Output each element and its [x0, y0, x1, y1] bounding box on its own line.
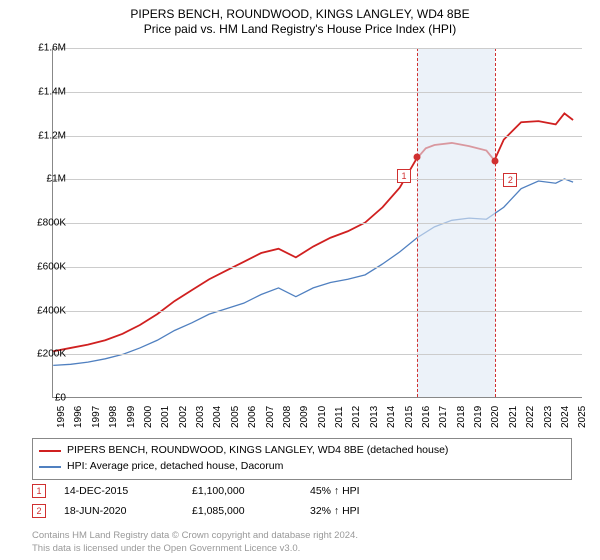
sale-row: 2 18-JUN-2020 £1,085,000 32% ↑ HPI — [32, 504, 572, 518]
y-axis-label: £400K — [16, 305, 66, 316]
sale-delta: 32% ↑ HPI — [310, 505, 410, 517]
legend-label: PIPERS BENCH, ROUNDWOOD, KINGS LANGLEY, … — [67, 443, 448, 459]
x-axis-label: 2016 — [421, 406, 432, 428]
marker-label-box: 1 — [397, 169, 411, 183]
legend-swatch — [39, 450, 61, 452]
x-axis-label: 2019 — [473, 406, 484, 428]
x-axis-label: 2025 — [577, 406, 588, 428]
chart-title: PIPERS BENCH, ROUNDWOOD, KINGS LANGLEY, … — [0, 0, 600, 22]
x-axis-label: 1999 — [126, 406, 137, 428]
chart-plot-area: 12 — [52, 48, 582, 398]
gridline — [53, 223, 582, 224]
attribution-text: Contains HM Land Registry data © Crown c… — [32, 530, 358, 555]
x-axis-label: 1997 — [91, 406, 102, 428]
legend-swatch — [39, 466, 61, 468]
x-axis-label: 2021 — [508, 406, 519, 428]
gridline — [53, 136, 582, 137]
sale-price: £1,085,000 — [192, 505, 292, 517]
chart-subtitle: Price paid vs. HM Land Registry's House … — [0, 22, 600, 36]
attribution-line-2: This data is licensed under the Open Gov… — [32, 543, 358, 555]
y-axis-label: £200K — [16, 349, 66, 360]
x-axis-label: 2014 — [386, 406, 397, 428]
y-axis-label: £1M — [16, 174, 66, 185]
sale-delta: 45% ↑ HPI — [310, 485, 410, 497]
x-axis-label: 2024 — [560, 406, 571, 428]
x-axis-label: 2001 — [160, 406, 171, 428]
x-axis-label: 2008 — [282, 406, 293, 428]
x-axis-label: 2011 — [334, 406, 345, 428]
x-axis-label: 2020 — [490, 406, 501, 428]
gridline — [53, 48, 582, 49]
x-axis-label: 1998 — [108, 406, 119, 428]
x-axis-label: 2015 — [404, 406, 415, 428]
x-axis-label: 2017 — [438, 406, 449, 428]
legend-box: PIPERS BENCH, ROUNDWOOD, KINGS LANGLEY, … — [32, 438, 572, 480]
gridline — [53, 354, 582, 355]
x-axis-label: 1996 — [73, 406, 84, 428]
y-axis-label: £1.4M — [16, 86, 66, 97]
sale-price: £1,100,000 — [192, 485, 292, 497]
y-axis-label: £1.2M — [16, 130, 66, 141]
sale-marker-box: 1 — [32, 484, 46, 498]
marker-label-box: 2 — [503, 173, 517, 187]
x-axis-label: 2000 — [143, 406, 154, 428]
x-axis-label: 2007 — [265, 406, 276, 428]
gridline — [53, 267, 582, 268]
y-axis-label: £1.6M — [16, 43, 66, 54]
x-axis-label: 2004 — [212, 406, 223, 428]
sale-date: 14-DEC-2015 — [64, 485, 174, 497]
legend-row: PIPERS BENCH, ROUNDWOOD, KINGS LANGLEY, … — [39, 443, 565, 459]
x-axis-label: 1995 — [56, 406, 67, 428]
legend-label: HPI: Average price, detached house, Daco… — [67, 459, 283, 475]
sale-marker-box: 2 — [32, 504, 46, 518]
x-axis-label: 2022 — [525, 406, 536, 428]
x-axis-label: 2010 — [317, 406, 328, 428]
y-axis-label: £600K — [16, 261, 66, 272]
x-axis-label: 2002 — [178, 406, 189, 428]
y-axis-label: £800K — [16, 218, 66, 229]
y-axis-label: £0 — [16, 393, 66, 404]
marker-dot — [414, 154, 421, 161]
gridline — [53, 311, 582, 312]
x-axis-label: 2023 — [543, 406, 554, 428]
sales-table: 1 14-DEC-2015 £1,100,000 45% ↑ HPI 2 18-JUN-2… — [32, 484, 572, 524]
marker-dot — [492, 157, 499, 164]
x-axis-label: 2012 — [351, 406, 362, 428]
x-axis-label: 2006 — [247, 406, 258, 428]
x-axis-label: 2005 — [230, 406, 241, 428]
sale-row: 1 14-DEC-2015 £1,100,000 45% ↑ HPI — [32, 484, 572, 498]
attribution-line-1: Contains HM Land Registry data © Crown c… — [32, 530, 358, 542]
x-axis-label: 2018 — [456, 406, 467, 428]
x-axis-label: 2003 — [195, 406, 206, 428]
sale-date: 18-JUN-2020 — [64, 505, 174, 517]
legend-row: HPI: Average price, detached house, Daco… — [39, 459, 565, 475]
x-axis-label: 2013 — [369, 406, 380, 428]
x-axis-label: 2009 — [299, 406, 310, 428]
gridline — [53, 92, 582, 93]
